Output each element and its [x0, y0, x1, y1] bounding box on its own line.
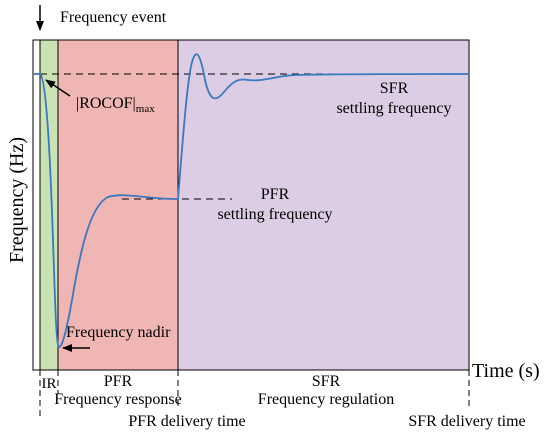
ir-phase-label: IR: [42, 376, 57, 392]
ir-region: [40, 40, 58, 370]
rocof-arrow: [45, 79, 71, 97]
pfr-region: [58, 40, 178, 370]
event-label: Frequency event: [60, 9, 167, 26]
sfr-delivery-label: SFR delivery time: [408, 413, 525, 430]
sfr-settling-label-line1: SFR: [380, 80, 409, 97]
x-axis-label: Time (s): [472, 360, 540, 382]
y-axis-label: Frequency (Hz): [6, 137, 28, 263]
sfr-phase-label-line1: SFR: [312, 373, 341, 390]
rocof-subscript: max: [136, 103, 155, 115]
pfr-settling-label-line2: settling frequency: [217, 206, 332, 223]
sfr-settling-label-line2: settling frequency: [336, 100, 451, 117]
pfr-phase-label-line2: Frequency response: [54, 391, 182, 408]
pfr-delivery-label: PFR delivery time: [128, 413, 245, 430]
sfr-region: [178, 40, 469, 370]
frequency-curve: [33, 53, 470, 348]
sfr-phase-label-line2: Frequency regulation: [258, 391, 394, 408]
pfr-phase-label-line1: PFR: [104, 373, 133, 390]
rocof-label: |ROCOF|max: [76, 95, 155, 115]
nadir-label: Frequency nadir: [66, 324, 171, 341]
rocof-main: |ROCOF|: [76, 95, 136, 112]
pfr-settling-label-line1: PFR: [261, 186, 290, 203]
